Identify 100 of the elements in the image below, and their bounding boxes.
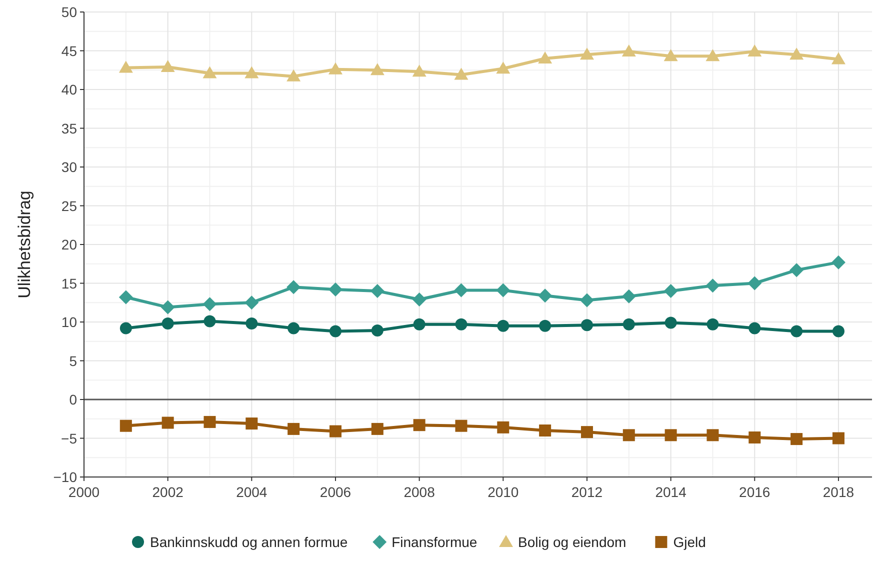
point xyxy=(496,62,510,74)
point xyxy=(664,49,678,62)
point xyxy=(120,322,132,334)
point xyxy=(790,263,804,278)
x-tick-label: 2010 xyxy=(488,484,519,500)
y-tick-label: 5 xyxy=(69,352,78,369)
y-tick-label: 50 xyxy=(61,4,78,20)
y-tick-label: 30 xyxy=(61,159,78,175)
point xyxy=(748,276,762,290)
point xyxy=(831,255,846,270)
point xyxy=(539,320,552,332)
point xyxy=(454,283,468,298)
point xyxy=(832,325,844,338)
x-tick-label: 2000 xyxy=(68,484,100,500)
y-tick-label: 35 xyxy=(61,120,78,136)
legend-label: Bankinnskudd og annen formue xyxy=(150,534,348,550)
point xyxy=(664,429,677,442)
point xyxy=(622,429,635,442)
point xyxy=(202,66,217,78)
point xyxy=(204,315,216,328)
point xyxy=(622,318,635,330)
point xyxy=(706,278,720,293)
point xyxy=(748,44,762,57)
legend-label: Gjeld xyxy=(673,534,706,550)
x-tick-label: 2006 xyxy=(320,484,352,500)
y-tick-label: 40 xyxy=(61,82,78,98)
legend-label: Bolig og eiendom xyxy=(518,534,626,550)
point xyxy=(455,318,468,330)
point xyxy=(288,322,300,334)
point xyxy=(160,300,175,314)
y-tick-label: 25 xyxy=(61,198,78,214)
point xyxy=(664,316,677,329)
point xyxy=(790,433,803,446)
x-tick-label: 2008 xyxy=(404,484,436,500)
point xyxy=(286,69,301,82)
point xyxy=(160,60,175,72)
y-axis-title: Ulikhetsbidrag xyxy=(15,190,34,298)
point xyxy=(288,422,300,435)
point xyxy=(371,422,384,435)
point xyxy=(664,284,678,298)
point xyxy=(580,319,593,332)
y-tick-label: −5 xyxy=(61,430,78,446)
y-tick-label: 0 xyxy=(69,392,78,408)
point xyxy=(370,63,384,76)
point xyxy=(748,322,761,334)
point xyxy=(790,48,804,60)
point xyxy=(162,416,174,429)
point xyxy=(246,418,258,430)
point xyxy=(244,296,259,310)
point xyxy=(204,416,216,428)
point xyxy=(580,293,594,308)
point xyxy=(790,325,803,338)
point xyxy=(286,280,301,294)
y-tick-label: −10 xyxy=(53,469,78,485)
point xyxy=(831,52,846,64)
point xyxy=(329,325,342,338)
point xyxy=(162,318,174,330)
point xyxy=(328,62,342,74)
point xyxy=(497,320,510,332)
x-tick-label: 2016 xyxy=(739,484,770,500)
point xyxy=(371,324,384,337)
point xyxy=(412,292,426,307)
point xyxy=(580,426,593,438)
y-tick-label: 15 xyxy=(61,275,78,292)
point xyxy=(328,282,342,296)
y-tick-label: 10 xyxy=(61,314,78,330)
x-tick-label: 2014 xyxy=(655,484,687,500)
point xyxy=(538,288,552,303)
point xyxy=(118,60,133,73)
point xyxy=(706,49,720,62)
x-tick-label: 2018 xyxy=(822,484,854,500)
point xyxy=(246,318,258,330)
point xyxy=(496,283,510,298)
point xyxy=(539,424,552,436)
point xyxy=(202,297,217,312)
y-tick-label: 45 xyxy=(61,42,78,59)
point xyxy=(244,66,259,78)
point xyxy=(413,419,426,432)
point xyxy=(413,318,426,330)
point xyxy=(118,290,133,304)
legend-label: Finansformue xyxy=(392,534,478,550)
point xyxy=(454,68,468,80)
point xyxy=(622,44,636,57)
x-tick-label: 2002 xyxy=(152,484,184,500)
point xyxy=(329,425,342,438)
point xyxy=(412,64,426,77)
point xyxy=(538,52,552,64)
point xyxy=(120,420,132,432)
y-tick-label: 20 xyxy=(61,236,78,252)
point xyxy=(497,421,510,434)
x-tick-label: 2012 xyxy=(571,484,603,500)
point xyxy=(370,284,384,298)
point xyxy=(748,431,761,444)
point xyxy=(706,429,719,442)
point xyxy=(832,432,844,444)
point xyxy=(455,420,468,432)
point xyxy=(622,289,636,304)
point xyxy=(706,318,719,330)
x-tick-label: 2004 xyxy=(236,484,268,500)
point xyxy=(580,48,594,60)
